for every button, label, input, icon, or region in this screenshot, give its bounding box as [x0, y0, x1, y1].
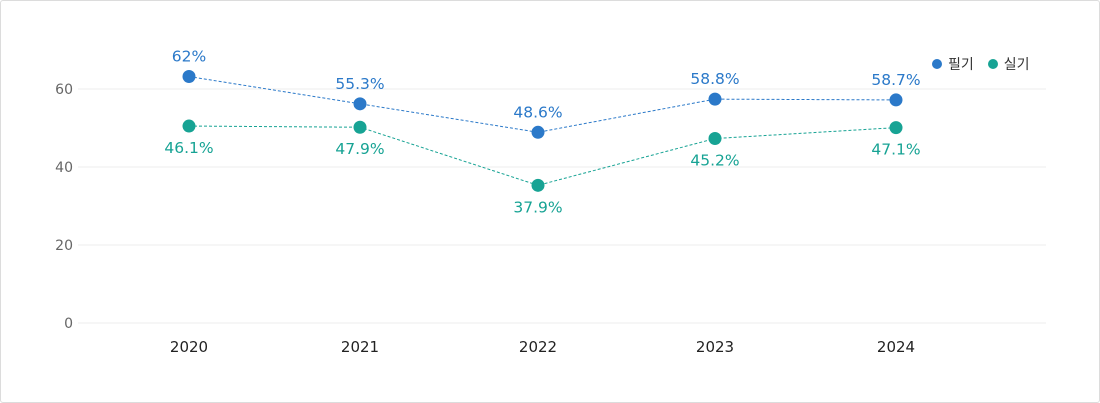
series-0-data-label-2023: 58.8%: [690, 70, 739, 88]
series-line-0: [188, 76, 897, 133]
series-1-point-2020: [182, 119, 196, 133]
x-tick-label-2021: 2021: [341, 338, 379, 356]
series-0-data-label-2020: 62%: [172, 48, 206, 66]
series-0-point-2022: [531, 125, 545, 139]
series-1-data-label-2020: 46.1%: [164, 139, 213, 157]
x-tick-label-2022: 2022: [519, 338, 557, 356]
y-tick-label-20: 20: [55, 238, 73, 254]
legend-label-written: 필기: [948, 57, 974, 73]
series-1-data-label-2024: 47.1%: [871, 141, 920, 159]
legend-item-written[interactable]: 필기: [932, 54, 974, 74]
series-line-1: [188, 125, 897, 186]
series-1-data-label-2023: 45.2%: [690, 152, 739, 170]
y-tick-label-60: 60: [55, 82, 73, 98]
series-0-point-2020: [182, 70, 196, 84]
series-0-data-label-2021: 55.3%: [335, 75, 384, 93]
series-1-point-2021: [353, 120, 367, 134]
y-tick-label-0: 0: [64, 316, 73, 332]
series-0-data-label-2022: 48.6%: [513, 103, 562, 121]
legend-marker-written: [932, 59, 942, 69]
series-0-point-2021: [353, 97, 367, 111]
series-0-point-2023: [708, 92, 722, 106]
x-tick-label-2020: 2020: [170, 338, 208, 356]
series-1-point-2023: [708, 132, 722, 146]
series-1-data-label-2021: 47.9%: [335, 140, 384, 158]
legend: 필기 실기: [932, 54, 1044, 74]
series-0-data-label-2024: 58.7%: [871, 71, 920, 89]
x-tick-label-2023: 2023: [696, 338, 734, 356]
series-0-point-2024: [889, 93, 903, 107]
y-tick-label-40: 40: [55, 160, 73, 176]
series-1-point-2022: [531, 178, 545, 192]
legend-item-practical[interactable]: 실기: [987, 54, 1030, 74]
series-1-point-2024: [889, 121, 903, 135]
legend-label-practical: 실기: [1003, 57, 1030, 73]
x-tick-label-2024: 2024: [877, 338, 915, 356]
legend-marker-practical: [987, 59, 998, 69]
series-1-data-label-2022: 37.9%: [513, 198, 562, 216]
